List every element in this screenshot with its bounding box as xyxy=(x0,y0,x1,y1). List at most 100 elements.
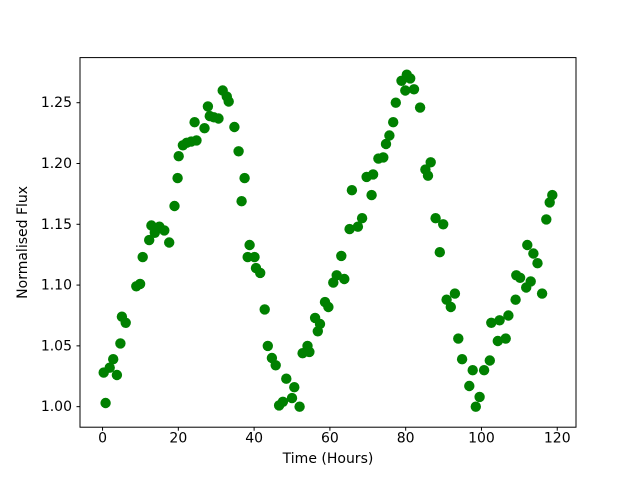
scatter-point xyxy=(164,237,175,248)
scatter-point xyxy=(425,157,436,168)
scatter-point xyxy=(281,373,292,384)
scatter-point xyxy=(536,288,548,299)
scatter-point xyxy=(336,250,347,262)
scatter-point xyxy=(172,172,183,184)
scatter-point xyxy=(339,273,350,285)
scatter-point xyxy=(434,247,445,258)
scatter-point xyxy=(453,333,464,344)
y-tick-label: 1.05 xyxy=(41,338,72,354)
x-tick-label: 100 xyxy=(468,431,495,447)
scatter-point xyxy=(500,333,511,344)
scatter-point xyxy=(104,362,115,373)
y-axis-label: Normalised Flux xyxy=(15,186,31,299)
scatter-point xyxy=(510,294,521,305)
x-axis: 0 20 40 60 80 100 120 xyxy=(98,427,571,447)
scatter-point xyxy=(304,346,315,358)
scatter-point xyxy=(314,318,326,330)
scatter-point xyxy=(223,96,234,107)
scatter-point xyxy=(233,146,244,157)
y-tick-label: 1.15 xyxy=(41,217,72,233)
y-tick-label: 1.20 xyxy=(41,156,72,172)
scatter-point xyxy=(380,138,392,150)
x-tick-label: 40 xyxy=(245,431,263,447)
scatter-point xyxy=(449,288,461,299)
scatter-point xyxy=(525,276,536,287)
scatter-point xyxy=(405,73,416,84)
plot-area-border xyxy=(79,57,577,428)
scatter-point xyxy=(474,391,485,403)
scatter-point xyxy=(159,225,170,236)
x-tick-label: 60 xyxy=(321,431,339,447)
scatter-point xyxy=(229,121,240,133)
scatter-point xyxy=(430,213,441,224)
scatter-point xyxy=(522,239,533,251)
scatter-point xyxy=(270,360,281,371)
scatter-point xyxy=(144,234,155,246)
scatter-point xyxy=(384,130,395,141)
scatter-point xyxy=(277,396,289,407)
scatter-point xyxy=(346,185,358,196)
scatter-point xyxy=(492,335,503,347)
scatter-point xyxy=(199,123,210,134)
scatter-point xyxy=(100,397,111,409)
scatter-point xyxy=(189,117,200,128)
scatter-point xyxy=(514,272,526,283)
scatter-point xyxy=(422,170,434,181)
scatter-point xyxy=(262,340,273,352)
scatter-point xyxy=(414,102,426,113)
scatter-point xyxy=(202,101,214,112)
scatter-point xyxy=(484,355,495,366)
scatter-point xyxy=(120,317,131,328)
scatter-point xyxy=(249,251,260,263)
scatter-point xyxy=(467,365,478,376)
scatter-point xyxy=(528,248,539,259)
scatter-point xyxy=(289,382,300,393)
scatter-point xyxy=(244,239,255,251)
scatter-point xyxy=(352,221,364,232)
scatter-point xyxy=(169,200,180,212)
scatter-point xyxy=(470,401,481,412)
scatter-point xyxy=(115,338,126,349)
scatter-point xyxy=(378,152,389,163)
y-tick-label: 1.10 xyxy=(41,278,72,294)
scatter-point xyxy=(259,304,270,315)
x-tick-label: 0 xyxy=(98,431,107,447)
scatter-point xyxy=(239,172,250,184)
x-axis-label: Time (Hours) xyxy=(282,451,374,467)
scatter-point xyxy=(400,85,411,96)
scatter-point xyxy=(388,117,399,128)
scatter-point xyxy=(503,310,514,321)
scatter-point xyxy=(111,369,123,381)
scatter-point xyxy=(366,189,377,201)
y-tick-label: 1.25 xyxy=(41,95,72,111)
scatter-point xyxy=(344,223,355,235)
scatter-point xyxy=(367,169,379,180)
y-axis: 1.00 1.05 1.10 1.15 1.20 1.25 xyxy=(41,95,80,415)
scatter-point xyxy=(173,151,184,162)
scatter-point xyxy=(356,213,368,224)
scatter-point xyxy=(438,219,449,230)
scatter-point xyxy=(408,84,420,95)
scatter-point xyxy=(486,317,497,328)
x-tick-label: 120 xyxy=(544,431,571,447)
scatter-point xyxy=(445,301,456,313)
scatter-point xyxy=(478,365,490,376)
scatter-point xyxy=(541,214,552,225)
scatter-point xyxy=(294,401,305,412)
scatter-point xyxy=(255,267,266,279)
x-tick-label: 80 xyxy=(397,431,415,447)
scatter-points xyxy=(98,69,558,412)
scatter-point xyxy=(456,354,468,365)
scatter-point xyxy=(134,278,146,290)
scatter-point xyxy=(547,189,558,201)
scatter-point xyxy=(137,251,148,263)
scatter-point xyxy=(464,380,475,392)
scatter-point xyxy=(323,301,334,313)
x-tick-label: 20 xyxy=(169,431,187,447)
scatter-point xyxy=(236,196,247,207)
scatter-point xyxy=(213,113,224,124)
scatter-point xyxy=(286,392,298,404)
